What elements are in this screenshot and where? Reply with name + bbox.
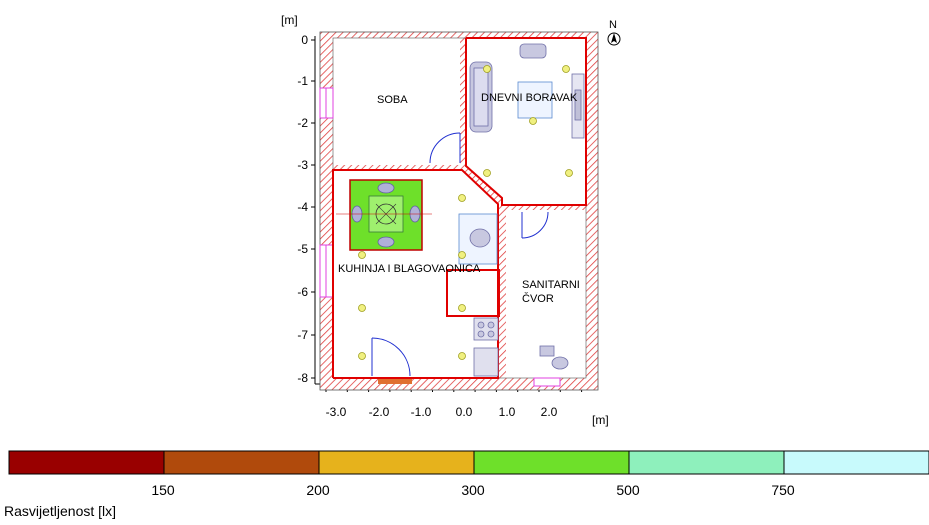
y-tick-labels: 0 -1 -2 -3 -4 -5 -6 -7 -8 xyxy=(297,33,308,385)
north-arrow-icon: N xyxy=(607,19,621,46)
svg-text:N: N xyxy=(609,19,617,31)
x-axis-unit: [m] xyxy=(592,413,609,427)
doors xyxy=(371,132,549,377)
x-tick-label: 2.0 xyxy=(541,405,558,419)
legend-title: Rasvijetljenost [lx] xyxy=(4,503,117,519)
room-label-soba: SOBA xyxy=(377,94,408,106)
y-tick-label: -7 xyxy=(297,328,308,342)
x-tick-label: -2.0 xyxy=(369,405,390,419)
dining-table xyxy=(336,179,432,251)
y-tick-label: -2 xyxy=(297,116,308,130)
room-label-kuhinja: KUHINJA I BLAGOVAONICA xyxy=(338,263,481,275)
room-label-cvor: ČVOR xyxy=(522,292,554,305)
luminaires xyxy=(358,65,573,360)
y-tick-label: -4 xyxy=(297,200,308,214)
legend-segment xyxy=(783,450,929,475)
legend-tick-label: 150 xyxy=(151,482,175,498)
y-tick-label: -6 xyxy=(297,285,308,299)
y-tick-label: -5 xyxy=(297,242,308,256)
y-tick-label: 0 xyxy=(301,33,308,47)
windows xyxy=(319,87,561,387)
legend-segment xyxy=(8,450,165,475)
legend-segment xyxy=(473,450,630,475)
furniture xyxy=(458,43,585,377)
x-tick-labels: -3.0 -2.0 -1.0 0.0 1.0 2.0 xyxy=(326,405,558,419)
y-tick-label: -1 xyxy=(297,74,308,88)
calculation-areas xyxy=(332,37,587,379)
x-tick-label: -1.0 xyxy=(411,405,432,419)
legend-segment xyxy=(318,450,475,475)
legend-tick-label: 300 xyxy=(461,482,485,498)
legend-segment xyxy=(628,450,785,475)
x-tick-label: 0.0 xyxy=(456,405,473,419)
room-label-sanitarni: SANITARNI xyxy=(522,279,580,291)
y-axis-unit: [m] xyxy=(281,13,298,27)
room-label-dnevni-boravak: DNEVNI BORAVAK xyxy=(481,92,578,104)
legend-tick-label: 200 xyxy=(306,482,330,498)
y-tick-label: -8 xyxy=(297,371,308,385)
illuminance-legend-bar xyxy=(8,450,929,475)
x-tick-label: -3.0 xyxy=(326,405,347,419)
x-tick-label: 1.0 xyxy=(499,405,516,419)
legend-tick-label: 500 xyxy=(616,482,640,498)
legend-segment xyxy=(163,450,320,475)
legend-tick-label: 750 xyxy=(771,482,795,498)
y-tick-label: -3 xyxy=(297,158,308,172)
